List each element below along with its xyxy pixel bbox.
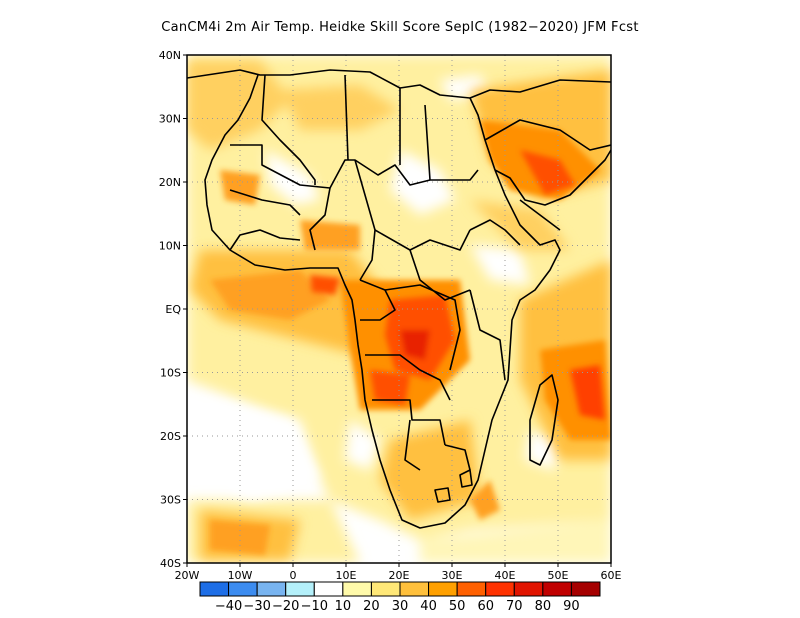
map-title: CanCM4i 2m Air Temp. Heidke Skill Score … <box>161 20 639 35</box>
colorbar-bin <box>399 581 430 597</box>
colorbar-label: −20 <box>272 599 299 614</box>
colorbar-bin <box>570 581 601 597</box>
colorbar-label: −30 <box>243 599 270 614</box>
colorbar-label: 80 <box>535 599 552 614</box>
colorbar-label: 10 <box>335 599 352 614</box>
lat-tick-label: 30N <box>159 113 181 126</box>
lat-tick-label: 20N <box>159 176 181 189</box>
lat-tick-label: 40N <box>159 49 181 62</box>
colorbar-bin <box>513 581 544 597</box>
lat-tick-label: 10S <box>160 367 181 380</box>
coastline-borders <box>187 69 611 529</box>
lat-tick-label: 10N <box>159 240 181 253</box>
colorbar-label: −40 <box>215 599 242 614</box>
colorbar-bin <box>313 581 344 597</box>
colorbar-label: 30 <box>392 599 409 614</box>
lat-axis: 40N 30N 20N 10N EQ 10S 20S 30S 40S <box>159 49 187 570</box>
lon-tick-label: 40E <box>495 569 516 582</box>
colorbar-bin <box>285 581 315 597</box>
colorbar-label: 20 <box>363 599 380 614</box>
lon-tick-label: 10W <box>228 569 253 582</box>
colorbar-bin <box>199 581 230 597</box>
colorbar: −40 −30 −20 −10 10 20 30 40 50 60 70 80 90 <box>199 581 601 614</box>
colorbar-bin <box>485 581 515 597</box>
lat-tick-label: 40S <box>160 557 181 570</box>
grid-lines <box>187 55 611 563</box>
colorbar-bin <box>542 581 572 597</box>
colorbar-label: −10 <box>301 599 328 614</box>
lon-axis: 20W 10W 0 10E 20E 30E 40E 50E 60E <box>175 563 622 582</box>
lon-tick-label: 30E <box>442 569 463 582</box>
colorbar-bin <box>428 581 458 597</box>
lon-tick-label: 50E <box>548 569 569 582</box>
lon-tick-label: 60E <box>601 569 622 582</box>
colorbar-label: 50 <box>449 599 466 614</box>
lon-tick-label: 20W <box>175 569 200 582</box>
lon-tick-label: 20E <box>389 569 410 582</box>
colorbar-label: 90 <box>563 599 580 614</box>
lat-tick-label: 20S <box>160 430 181 443</box>
colorbar-bin <box>228 581 258 597</box>
colorbar-label: 40 <box>420 599 437 614</box>
lat-tick-label: EQ <box>165 303 181 316</box>
colorbar-bin <box>370 581 401 597</box>
colorbar-label: 60 <box>477 599 494 614</box>
colorbar-bin <box>456 581 487 597</box>
colorbar-bin <box>256 581 287 597</box>
colorbar-bin <box>342 581 372 597</box>
colorbar-label: 70 <box>506 599 523 614</box>
lon-tick-label: 10E <box>336 569 357 582</box>
lat-tick-label: 30S <box>160 494 181 507</box>
lon-tick-label: 0 <box>290 569 297 582</box>
